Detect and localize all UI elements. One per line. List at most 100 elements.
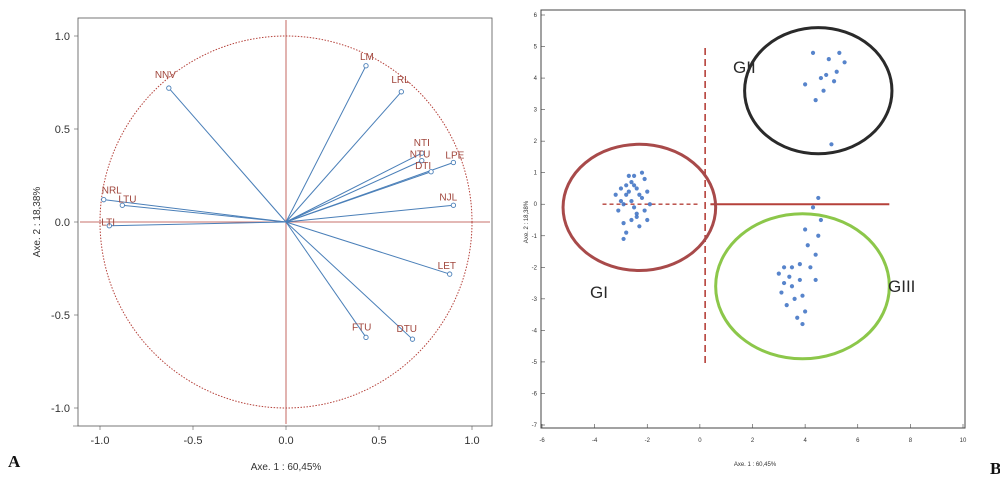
point-giii-4 <box>779 290 784 295</box>
point-gi-23 <box>618 198 624 204</box>
vector-tip-dtu <box>409 336 416 342</box>
vector-tip-ntu <box>419 157 425 164</box>
point-gii-5 <box>842 60 847 65</box>
panel-b-y-tick-label: -2 <box>532 265 538 271</box>
point-gi-19 <box>624 230 629 235</box>
vector-tip-lrl <box>398 89 404 95</box>
panel-b-x-tick-label: 6 <box>856 438 860 444</box>
vector-tip-lti <box>106 223 112 229</box>
panel-b-y-tick-label: -6 <box>532 391 538 397</box>
point-giii-13 <box>813 252 818 257</box>
vector-tip-lpe <box>450 159 457 166</box>
point-giii-11 <box>795 315 800 320</box>
group-label-gi: GI <box>590 283 608 302</box>
point-gi-12 <box>621 221 626 226</box>
point-gi-9 <box>626 173 631 178</box>
label-njl: NJL <box>439 192 457 203</box>
vector-dtu <box>285 221 413 340</box>
panel-b-y-tick-label: 1 <box>534 171 538 177</box>
point-gii-2 <box>826 57 831 62</box>
point-gi-24 <box>642 208 647 213</box>
panel-a-x-tick-label: -1.0 <box>91 435 110 447</box>
point-gii-3 <box>834 69 839 74</box>
panel-a-y-tick-label: 0.5 <box>55 124 70 136</box>
point-gi-8 <box>642 176 647 182</box>
panel-b-y-tick-label: 5 <box>534 45 538 51</box>
point-gi-20 <box>639 170 645 175</box>
point-giii-9 <box>784 303 789 308</box>
panel-a-y-tick-label: -1.0 <box>51 403 70 415</box>
group-label-giii: GIII <box>888 277 915 296</box>
panel-b-y-tick-label: 3 <box>534 108 538 114</box>
panel-b-y-tick-label: -4 <box>532 328 538 334</box>
point-gi-17 <box>631 205 637 210</box>
point-giii-20 <box>813 277 818 283</box>
point-giii-16 <box>810 205 816 210</box>
panel-a-x-tick-label: 0.0 <box>278 435 293 447</box>
label-dtu: DTU <box>396 324 417 335</box>
point-gii-12 <box>829 142 834 147</box>
panel-b-x-axis-title: Axe. 1 : 60,45% <box>734 462 777 468</box>
point-giii-2 <box>781 280 787 286</box>
point-gi-18 <box>647 202 652 207</box>
panel-a-y-axis-title: Axe. 2 : 18,38% <box>32 187 43 258</box>
label-let: LET <box>438 261 456 272</box>
panel-b-x-tick-label: -2 <box>645 438 651 444</box>
ring-giii <box>714 212 891 361</box>
point-gi-14 <box>629 198 634 204</box>
point-gi-11 <box>637 224 642 229</box>
vector-lrl <box>285 91 402 223</box>
panel-b-x-tick-label: 10 <box>960 438 967 444</box>
vector-tip-ftu <box>363 334 369 340</box>
point-gii-11 <box>824 72 829 78</box>
point-giii-5 <box>789 284 795 289</box>
panel-b-y-tick-label: -1 <box>532 234 538 240</box>
vector-ftu <box>285 221 367 338</box>
vector-tip-nrl <box>101 197 107 203</box>
label-nrl: NRL <box>102 186 122 197</box>
point-gi-29 <box>631 173 637 178</box>
point-giii-6 <box>797 277 802 283</box>
vector-tip-njl <box>450 202 457 208</box>
point-gi-16 <box>613 192 618 197</box>
point-gii-8 <box>831 79 837 84</box>
point-gi-5 <box>618 186 624 191</box>
vector-dti <box>285 171 432 223</box>
panel-a-x-axis-title: Axe. 1 : 60,45% <box>251 462 322 473</box>
point-gi-3 <box>621 202 626 207</box>
panel-b-x-tick-label: -6 <box>539 438 545 444</box>
panel-b-y-tick-label: 4 <box>534 76 538 82</box>
point-gi-10 <box>616 208 621 213</box>
panel-b-y-tick-label: -3 <box>532 297 538 303</box>
label-lpe: LPE <box>445 150 464 161</box>
panel-a-y-tick-label: 0.0 <box>55 217 70 229</box>
vector-njl <box>285 204 454 223</box>
vector-let <box>285 221 450 275</box>
vector-ltu <box>122 204 287 223</box>
point-giii-19 <box>803 227 808 232</box>
vector-lti <box>109 221 287 227</box>
vector-tip-ltu <box>119 202 125 208</box>
panel-a-x-tick-label: -0.5 <box>184 435 203 447</box>
point-gi-13 <box>645 189 650 194</box>
vector-ntu <box>285 160 422 223</box>
point-giii-24 <box>797 262 802 267</box>
panel-b-x-tick-label: 8 <box>909 438 913 444</box>
point-gii-7 <box>813 98 818 103</box>
vector-nti <box>285 152 423 223</box>
point-gii-10 <box>837 50 842 55</box>
point-gi-15 <box>634 186 639 191</box>
label-ntu: NTU <box>410 150 431 161</box>
point-giii-14 <box>816 233 821 238</box>
panel-b-x-tick-label: 0 <box>698 438 702 444</box>
label-nnv: NNV <box>155 70 176 81</box>
vector-tip-dti <box>428 169 434 175</box>
label-lm: LM <box>360 52 374 63</box>
label-lrl: LRL <box>391 75 410 86</box>
point-giii-8 <box>800 293 805 298</box>
panel-b-letter: B <box>990 459 1000 477</box>
panel-b-y-tick-label: -7 <box>532 423 538 429</box>
point-giii-17 <box>816 195 821 201</box>
